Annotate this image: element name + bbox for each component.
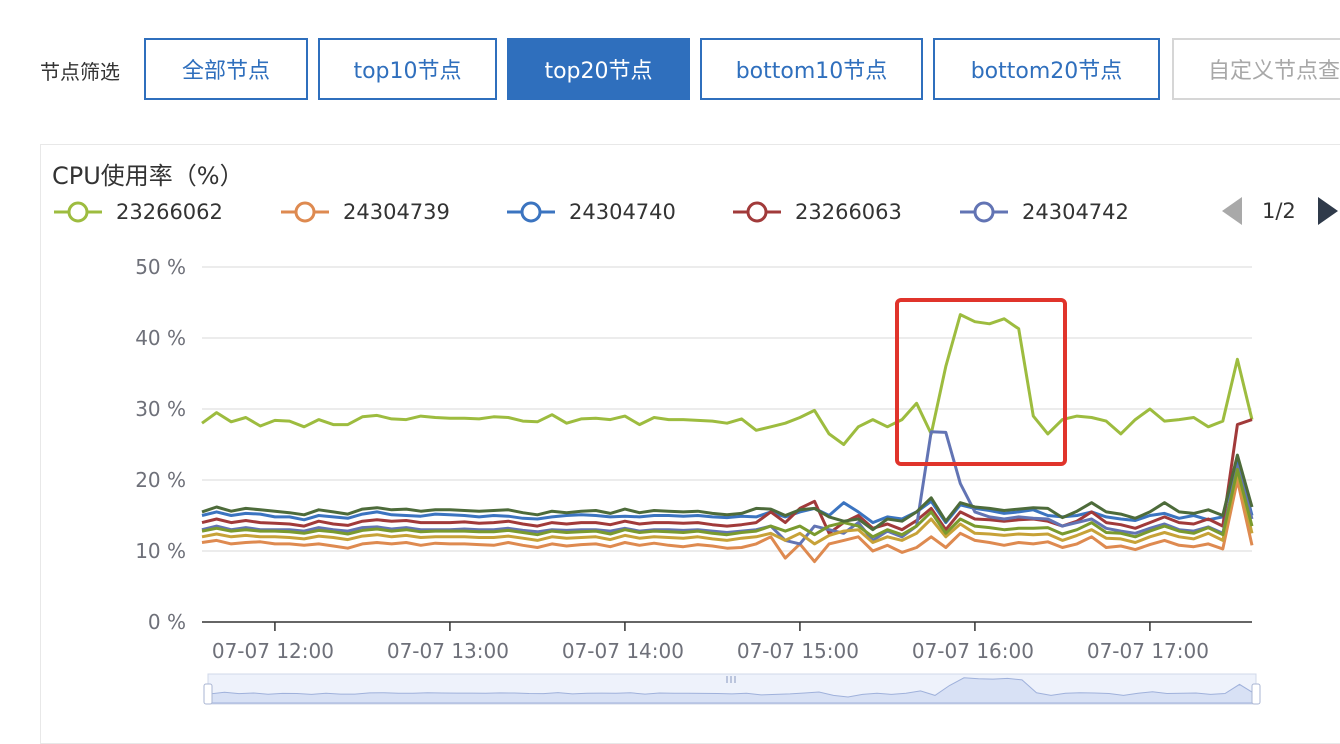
legend-item-24304740[interactable]: 24304740 [505, 198, 676, 226]
legend-item-23266062[interactable]: 23266062 [52, 198, 223, 226]
y-tick-label: 30 % [135, 397, 186, 421]
zoom-slider[interactable] [203, 673, 1261, 705]
legend-pager: 1/2 [1222, 196, 1338, 226]
slider-preview-area [209, 677, 1255, 704]
legend-line-circle-icon [960, 201, 1008, 223]
legend-item-24304739[interactable]: 24304739 [279, 198, 450, 226]
legend-line-circle-icon [507, 201, 555, 223]
filter-label: 节点筛选 [40, 60, 120, 84]
series-line [201, 467, 1254, 539]
y-tick-label: 10 % [135, 539, 186, 563]
series-line [201, 430, 1254, 546]
legend-line-circle-icon [733, 201, 781, 223]
series-line [201, 471, 1254, 546]
y-tick-label: 50 % [135, 255, 186, 279]
x-tick-label: 07-07 12:00 [212, 639, 334, 663]
y-tick-label: 40 % [135, 326, 186, 350]
filter-bottom20-button[interactable]: bottom20节点 [933, 38, 1160, 100]
grid [202, 266, 1252, 552]
filter-all-nodes-button[interactable]: 全部节点 [144, 38, 308, 100]
legend-line-circle-icon [54, 201, 102, 223]
legend-label: 23266062 [116, 200, 223, 224]
pager-text: 1/2 [1262, 199, 1296, 223]
slider-grip-icon[interactable] [726, 676, 736, 683]
x-tick-label: 07-07 13:00 [387, 639, 509, 663]
legend-item-24304742[interactable]: 24304742 [958, 198, 1129, 226]
highlight-box [895, 298, 1067, 466]
legend-label: 24304739 [343, 200, 450, 224]
pager-prev-icon[interactable] [1222, 197, 1242, 225]
y-tick-label: 0 % [148, 610, 186, 634]
x-tick-label: 07-07 17:00 [1087, 639, 1209, 663]
series-lines [201, 313, 1254, 564]
line-chart: 0 % 10 % 20 % 30 % 40 % 50 % 07-07 12:00 07-07 … [135, 255, 1261, 705]
filter-bottom10-button[interactable]: bottom10节点 [700, 38, 923, 100]
filter-top20-button[interactable]: top20节点 [507, 38, 690, 100]
series-line [201, 478, 1254, 564]
series-line [201, 453, 1254, 532]
slider-handle-left[interactable] [203, 683, 213, 705]
legend-item-23266063[interactable]: 23266063 [731, 198, 902, 226]
series-line [201, 313, 1254, 446]
filter-top10-button[interactable]: top10节点 [318, 38, 497, 100]
pager-next-icon[interactable] [1317, 197, 1338, 225]
chart-title: CPU使用率（%） [52, 162, 244, 190]
legend-label: 23266063 [795, 200, 902, 224]
slider-handle-right[interactable] [1251, 683, 1261, 705]
filter-custom-nodes-button[interactable]: 自定义节点查 [1172, 38, 1340, 100]
chart-panel [40, 144, 1340, 744]
series-line [201, 457, 1254, 525]
axes: 0 % 10 % 20 % 30 % 40 % 50 % 07-07 12:00 07-07 … [135, 255, 1252, 663]
x-tick-label: 07-07 15:00 [737, 639, 859, 663]
legend-label: 24304742 [1022, 200, 1129, 224]
x-tick-label: 07-07 14:00 [562, 639, 684, 663]
legend-label: 24304740 [569, 200, 676, 224]
legend-line-circle-icon [281, 201, 329, 223]
x-tick-label: 07-07 16:00 [912, 639, 1034, 663]
y-tick-label: 20 % [135, 468, 186, 492]
